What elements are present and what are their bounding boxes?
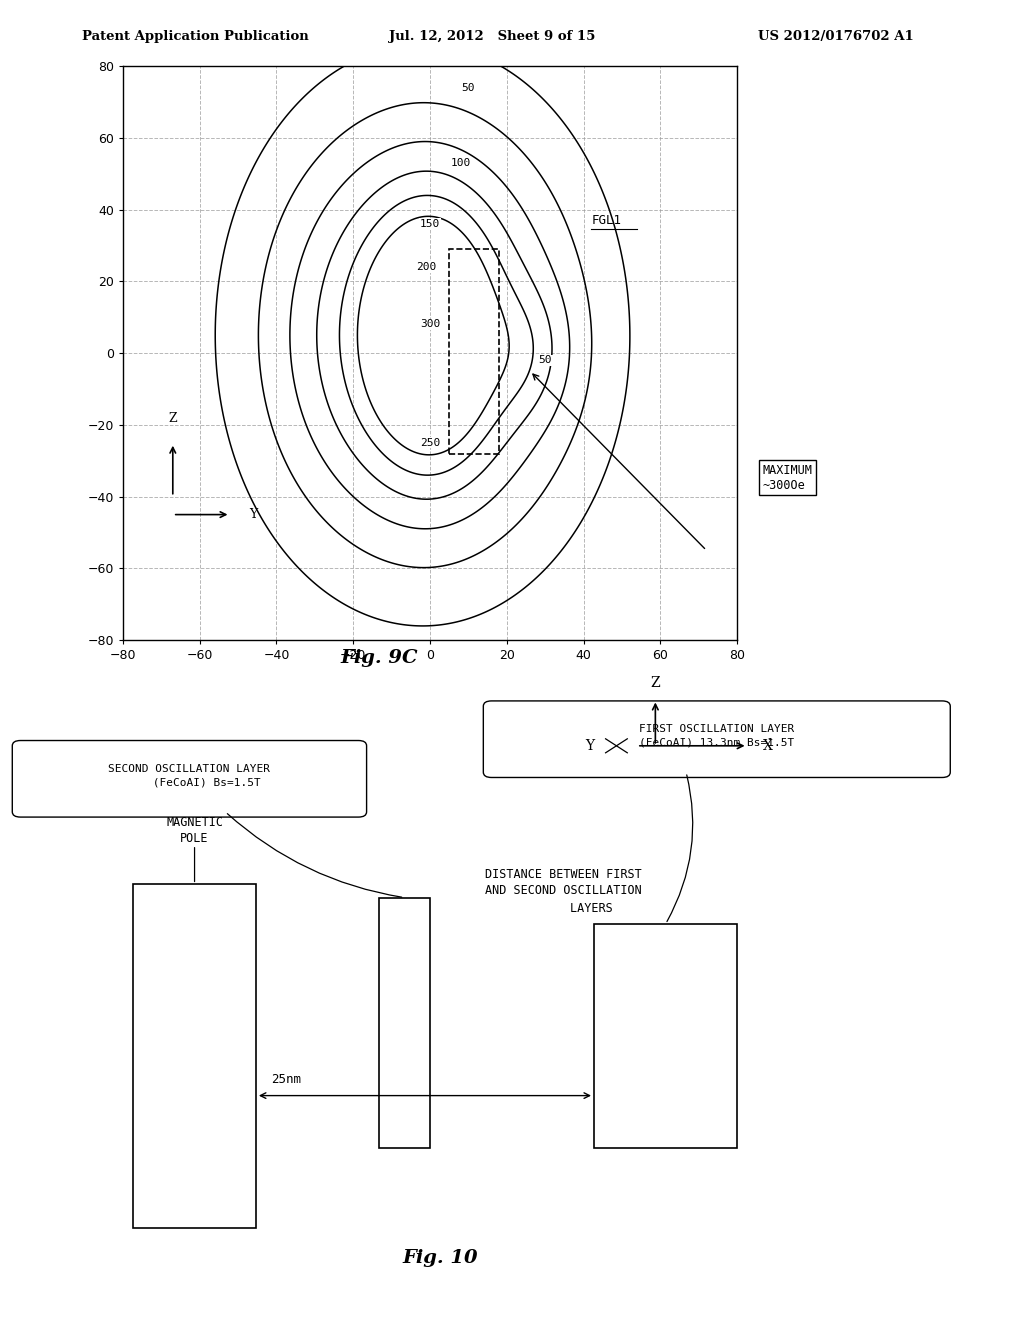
Text: 25nm: 25nm [271,1073,301,1085]
Text: 100: 100 [451,158,471,168]
Text: Y: Y [250,508,258,521]
FancyBboxPatch shape [12,741,367,817]
Text: Z: Z [169,412,177,425]
Text: Y: Y [585,739,594,752]
Text: Patent Application Publication: Patent Application Publication [82,30,308,44]
Text: FGL1: FGL1 [592,214,622,227]
Text: Jul. 12, 2012   Sheet 9 of 15: Jul. 12, 2012 Sheet 9 of 15 [389,30,596,44]
Text: Fig. 10: Fig. 10 [402,1249,478,1267]
Text: Z: Z [650,676,660,689]
Text: Fig. 9C: Fig. 9C [340,649,418,668]
Bar [594,924,737,1148]
Text: 250: 250 [420,438,440,447]
Text: MAXIMUM
~300Oe: MAXIMUM ~300Oe [763,463,813,492]
Text: 150: 150 [420,219,440,228]
Text: MAGNETIC
POLE: MAGNETIC POLE [166,816,223,845]
Text: DISTANCE BETWEEN FIRST
AND SECOND OSCILLATION
        LAYERS: DISTANCE BETWEEN FIRST AND SECOND OSCILL… [484,867,642,915]
Text: US 2012/0176702 A1: US 2012/0176702 A1 [758,30,913,44]
Text: 200: 200 [416,261,436,272]
FancyBboxPatch shape [483,701,950,777]
Bar [379,898,430,1148]
Text: 50: 50 [462,83,475,92]
Bar [450,249,500,454]
Text: X: X [763,739,773,752]
Text: 50: 50 [539,355,552,366]
Text: SECOND OSCILLATION LAYER
     (FeCoAI) Bs=1.5T: SECOND OSCILLATION LAYER (FeCoAI) Bs=1.5… [109,764,270,787]
Text: 300: 300 [420,319,440,330]
Text: FIRST OSCILLATION LAYER
(FeCoAI) 13.3nm Bs=1.5T: FIRST OSCILLATION LAYER (FeCoAI) 13.3nm … [639,725,795,747]
Bar [133,884,256,1228]
